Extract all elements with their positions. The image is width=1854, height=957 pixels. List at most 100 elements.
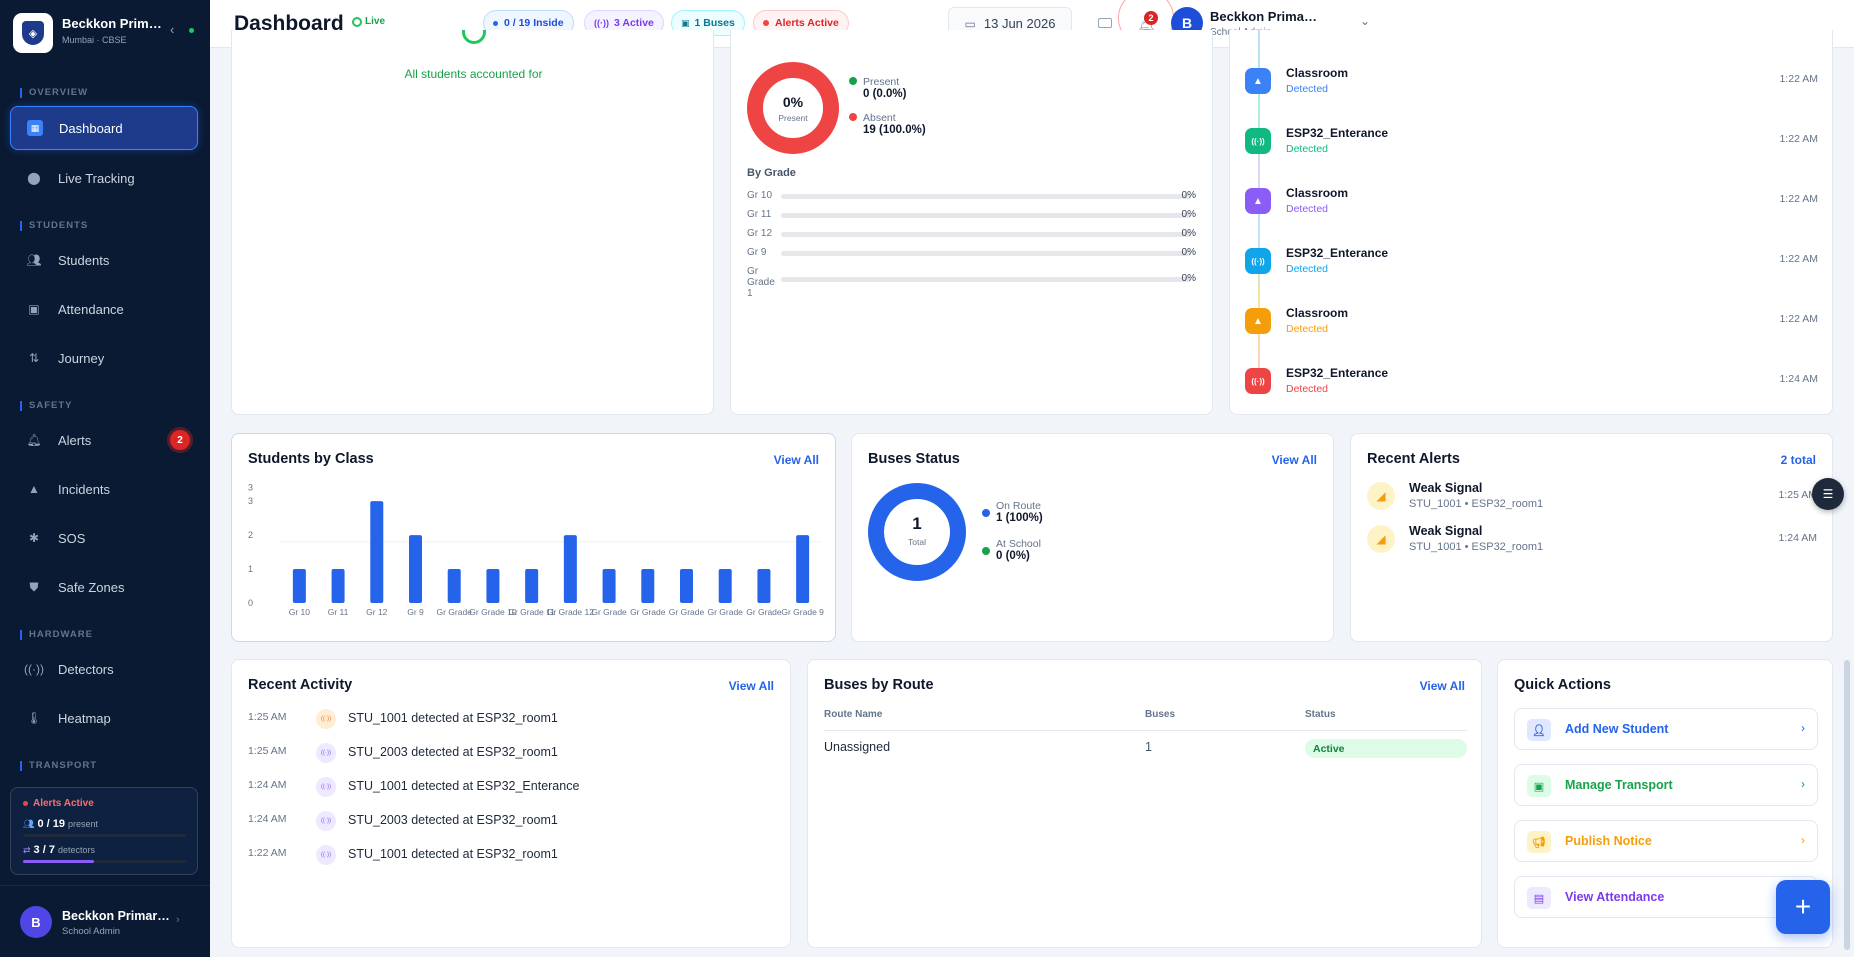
quick-action-label: View Attendance [1565,890,1665,904]
alert-item[interactable]: ◢ Weak Signal STU_1001 • ESP32_room1 1:2… [1367,481,1817,518]
section-safety: SAFETY [20,401,72,411]
activity-text: STU_2003 detected at ESP32_room1 [348,745,558,759]
grade-label: Gr 12 [747,228,773,239]
activity-item[interactable]: 1:22 AM ((·)) STU_1001 detected at ESP32_r… [248,845,698,871]
y-tick-label: 2 [248,530,253,540]
accounted-status: All students accounted for [404,67,543,81]
card-title: Quick Actions [1514,677,1611,693]
filter-toggle-icon[interactable]: ☰ [1812,478,1844,510]
bar-2[interactable] [370,501,384,603]
legend-dot [849,113,857,121]
section-students: STUDENTS [20,221,88,231]
bar-10[interactable] [680,569,693,603]
students-by-class-card: Students by Class View All 0 1 2 3 3 Gr 10 Gr … [231,433,836,642]
view-all-link[interactable]: View All [773,453,819,467]
grade-label: Gr 9 [747,247,767,258]
signal-icon: ((·)) [1245,368,1271,394]
bar-5[interactable] [486,569,500,603]
view-all-link[interactable]: View All [1271,453,1317,467]
column-header[interactable]: Buses [1145,709,1176,720]
y-tick-label: 1 [248,564,253,574]
user-name[interactable]: Beckkon Primary School [1210,9,1320,24]
timeline-item[interactable]: ▲ Classroom Detected 1:22 AM [1230,66,1832,112]
check-circle-icon [462,30,486,44]
weak-signal-icon: ◢ [1367,525,1395,553]
bar-13[interactable] [796,535,810,603]
grade-value: 0% [1181,247,1196,258]
timeline-location: Classroom [1286,186,1349,200]
legend-on-route: On Route [982,498,1041,517]
sidebar-item-journey[interactable]: ⇅ Journey [10,336,198,380]
bar-7[interactable] [563,535,577,603]
timeline-item[interactable]: ((·)) ESP32_Enterance Detected 1:22 AM [1230,246,1832,292]
sidebar-item-safe-zones[interactable]: ⛊ Safe Zones [10,565,198,609]
table-row[interactable]: Unassigned 1 Active [808,732,1481,766]
bar-12[interactable] [757,569,771,603]
live-dot-icon [352,16,362,27]
detectors-stat: ⇄ 3 / 7 detectors [23,844,95,856]
activity-item[interactable]: 1:25 AM ((·)) STU_1001 detected at ESP32_r… [248,709,698,735]
sidebar-item-sos[interactable]: ✱ SOS [10,516,198,560]
user-name: Beckkon Primary School [62,909,174,923]
view-all-link[interactable]: View All [1419,679,1465,693]
bar-8[interactable] [602,569,616,603]
timeline-item[interactable]: ▲ Classroom Detected 1:22 AM [1230,186,1832,232]
column-header[interactable]: Status [1305,709,1336,720]
absent-ring [747,62,839,154]
sidebar-item-live-tracking[interactable]: ⬤ Live Tracking [27,170,135,186]
activity-item[interactable]: 1:24 AM ((·)) STU_1001 detected at ESP32_E… [248,777,698,803]
detection-timeline-card: ▲ Classroom Detected 1:22 AM ((·)) ESP32_Ente… [1229,30,1833,415]
timeline-time: 1:22 AM [1779,253,1818,265]
sidebar-item-heatmap[interactable]: 🌡︎ Heatmap [26,710,111,726]
quick-action-publish-notice-button[interactable]: 📢︎ Publish Notice › [1514,820,1818,862]
signal-icon: ((·)) [316,777,336,797]
collapse-sidebar-icon[interactable]: ‹ [170,22,175,37]
add-fab-button[interactable]: + [1776,880,1830,934]
grade-bar [781,232,1191,237]
bar-4[interactable] [447,569,461,603]
view-all-link[interactable]: View All [728,679,774,693]
alert-item[interactable]: ◢ Weak Signal STU_1001 • ESP32_room1 1:2… [1367,524,1817,561]
activity-item[interactable]: 1:24 AM ((·)) STU_2003 detected at ESP32_r… [248,811,698,837]
legend-dot [849,77,857,85]
timeline-item[interactable]: ((·)) ESP32_Enterance Detected 1:22 AM [1230,126,1832,172]
quick-actions-card: Quick Actions 👤︎ Add New Student › ▣ Manage … [1497,659,1833,948]
bar-1[interactable] [331,569,345,603]
activity-text: STU_2003 detected at ESP32_room1 [348,813,558,827]
chevron-down-icon[interactable]: ⌄ [1360,14,1371,28]
scrollbar[interactable] [1844,660,1850,950]
quick-action-view-attendance-button[interactable]: ▤View Attendance› [1514,876,1818,918]
bar-3[interactable] [409,535,422,603]
signal-icon: ((·)) [1245,128,1271,154]
sidebar-item-incidents[interactable]: ▲ Incidents [10,467,198,511]
activity-item[interactable]: 1:25 AM ((·)) STU_2003 detected at ESP32_r… [248,743,698,769]
timeline-status: Detected [1286,83,1329,95]
signal-icon: ((·)) [316,845,336,865]
bus-count-cell: 1 [1145,740,1152,754]
sidebar-user[interactable]: B Beckkon Primary School School Admin › [0,885,210,957]
quick-action-add-new-student-button[interactable]: 👤︎ Add New Student › [1514,708,1818,750]
timeline-time: 1:22 AM [1779,73,1818,85]
bar-6[interactable] [525,569,539,603]
timeline-item[interactable]: ((·)) ESP32_Enterance Detected 1:24 AM [1230,366,1832,412]
keyboard-icon[interactable] [1098,18,1112,28]
sidebar-item-attendance[interactable]: ▣ Attendance [10,287,198,331]
sidebar-item-dashboard[interactable]: ▦ Dashboard [10,106,198,150]
grade-label: Gr 11 [747,209,772,220]
attendance-percent: 0% [782,94,804,110]
alerts-total-link[interactable]: 2 total [1780,453,1816,467]
x-tick-label: Gr Grade [591,607,627,617]
sidebar-item-students[interactable]: 👥︎ Students [26,252,110,268]
bar-9[interactable] [641,569,655,603]
bar-0[interactable] [292,569,306,603]
section-hardware: HARDWARE [20,630,93,640]
timeline-item[interactable]: ▲ Classroom Detected 1:22 AM [1230,306,1832,352]
sidebar-item-detectors[interactable]: ((·)) Detectors [24,661,114,677]
school-logo[interactable]: ◈ [13,13,53,53]
bell-icon: 🔔︎ [26,433,42,447]
bar-11[interactable] [718,569,732,603]
sidebar-item-alerts[interactable]: 🔔︎ Alerts 2 [10,418,198,462]
column-header[interactable]: Route Name [824,709,883,720]
quick-action-manage-transport-button[interactable]: ▣ Manage Transport › [1514,764,1818,806]
dot-icon [763,20,769,26]
